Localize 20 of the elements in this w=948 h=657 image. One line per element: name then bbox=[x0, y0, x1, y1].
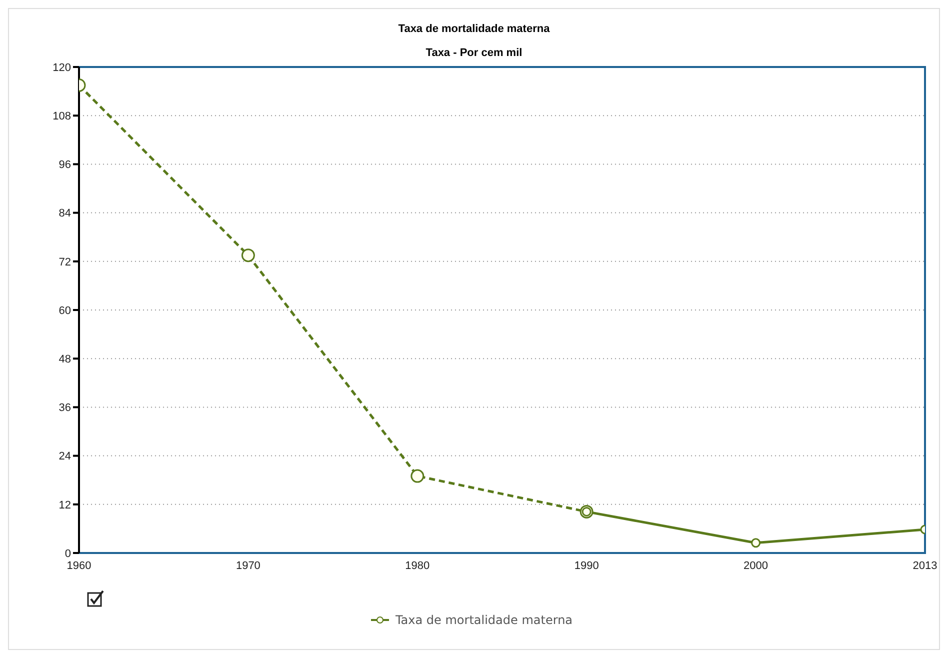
y-tick-label: 84 bbox=[58, 208, 71, 220]
y-tick-label: 120 bbox=[52, 62, 71, 74]
x-tick-label: 1990 bbox=[574, 560, 599, 572]
y-tick-label: 24 bbox=[58, 450, 71, 463]
y-tick-label: 96 bbox=[58, 159, 71, 172]
y-tick-label: 60 bbox=[58, 304, 71, 317]
x-tick-label: 1960 bbox=[66, 560, 92, 572]
chart-subtitle: Taxa - Por cem mil bbox=[424, 46, 524, 59]
legend-label: Taxa de mortalidade materna bbox=[395, 613, 573, 627]
x-tick-label: 2000 bbox=[744, 560, 768, 572]
y-tick-label: 48 bbox=[58, 354, 71, 366]
chart-title: Taxa de mortalidade materna bbox=[397, 22, 551, 35]
y-tick-label: 108 bbox=[52, 110, 71, 123]
y-tick-label: 36 bbox=[58, 402, 71, 414]
x-tick-label: 1980 bbox=[405, 560, 430, 572]
y-tick-label: 12 bbox=[58, 499, 71, 512]
y-tick-label: 0 bbox=[64, 548, 71, 560]
x-tick-label: 1970 bbox=[236, 560, 260, 572]
x-tick-label: 2013 bbox=[912, 560, 938, 572]
y-tick-label: 72 bbox=[58, 256, 71, 268]
